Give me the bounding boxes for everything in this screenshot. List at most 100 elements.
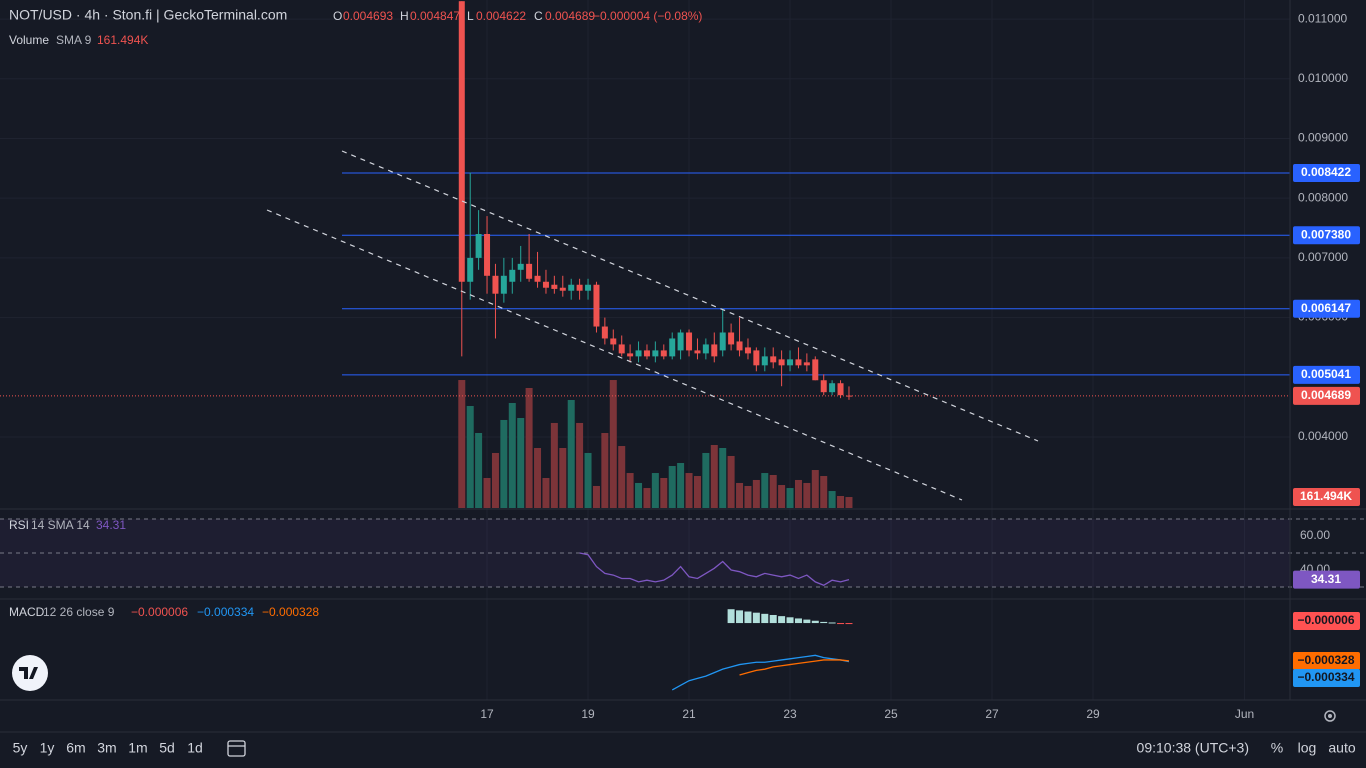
plot-layer: [0, 1, 1366, 691]
volume-bar: [651, 473, 659, 508]
level-label: 0.006147: [1301, 301, 1351, 315]
macd-signal-label: −0.000328: [1297, 653, 1354, 667]
date-range-icon[interactable]: [227, 740, 246, 757]
candle-body: [702, 344, 709, 354]
x-tick-label: Jun: [1235, 707, 1254, 721]
volume-bar: [761, 473, 769, 508]
volume-label-bg: [1293, 487, 1360, 506]
candle-body: [778, 359, 785, 366]
candle-body: [820, 380, 827, 393]
candle-body: [500, 275, 507, 294]
candle-body: [686, 332, 693, 351]
rsi-tick-label: 60.00: [1300, 528, 1330, 542]
macd-histogram-bar: [727, 609, 735, 624]
candle-body: [593, 284, 600, 327]
scale-button[interactable]: auto: [1328, 740, 1355, 756]
range-button[interactable]: 1d: [187, 740, 203, 756]
rsi-label: 34.31: [1311, 572, 1341, 586]
candle-body: [534, 275, 541, 282]
y-tick-label: 0.011000: [1298, 11, 1347, 25]
candle-body: [568, 284, 575, 291]
candle-body: [770, 356, 777, 363]
volume-bar: [517, 417, 525, 508]
candle-body: [643, 350, 650, 357]
ohlc-label: H: [400, 9, 409, 23]
macd-histogram-bar: [811, 620, 819, 624]
candle-body: [719, 332, 726, 351]
ohlc-change: −0.000004 (−0.08%): [593, 9, 702, 23]
y-tick-label: 0.009000: [1298, 131, 1348, 145]
x-tick-label: 25: [884, 707, 898, 721]
macd-histogram-bar: [769, 614, 777, 624]
range-button[interactable]: 5y: [13, 740, 28, 756]
range-button[interactable]: 3m: [97, 740, 116, 756]
macd-histogram-bar: [761, 613, 769, 624]
candle-body: [601, 326, 608, 339]
candle-body: [728, 332, 735, 345]
candle-body: [753, 350, 760, 366]
indicator-value: 161.494K: [97, 33, 148, 47]
volume-bar: [491, 452, 499, 508]
scale-button[interactable]: log: [1298, 740, 1317, 756]
range-button[interactable]: 6m: [66, 740, 85, 756]
x-tick-label: 17: [480, 707, 494, 721]
x-tick-label: 27: [985, 707, 999, 721]
volume-bar: [609, 380, 617, 508]
range-button[interactable]: 5d: [159, 740, 175, 756]
macd-histogram-bar: [837, 623, 845, 625]
volume-bar: [458, 380, 466, 508]
volume-bar: [668, 465, 676, 508]
indicator-params: SMA 9: [56, 33, 92, 47]
level-label: 0.005041: [1301, 367, 1351, 381]
bottom-toolbar: 5y 1y 6m 3m 1m 5d 1d 09:10:38 (UTC+3)% log auto: [13, 740, 1356, 756]
indicator-value: −0.000334: [197, 605, 254, 619]
candle-body: [845, 395, 852, 397]
candle-body: [559, 287, 566, 291]
macd-histogram-bar: [744, 611, 752, 624]
candle-body: [677, 332, 684, 351]
volume-bar: [483, 477, 491, 508]
indicator-value: −0.000328: [262, 605, 319, 619]
scale-button[interactable]: %: [1271, 740, 1283, 756]
candle-body: [618, 344, 625, 354]
volume-bar: [794, 479, 802, 508]
label-layer: NOT/USD · 4h · Ston.fi | GeckoTerminal.c…: [9, 7, 1360, 721]
volume-bar: [752, 479, 760, 508]
level-label-bg: [1293, 365, 1360, 384]
candle-body: [610, 338, 617, 345]
candle-body: [744, 347, 751, 354]
ohlc-value: 0.004693: [343, 9, 393, 23]
volume-bar: [576, 422, 584, 508]
candle-body: [736, 341, 743, 351]
volume-bar: [710, 444, 718, 508]
volume-bar: [693, 476, 701, 508]
macd-signal-label-bg: [1293, 652, 1360, 670]
indicator-params: 12 26 close 9: [43, 605, 115, 619]
volume-bar: [626, 473, 634, 508]
candle-body: [627, 353, 634, 357]
volume-bar: [475, 432, 483, 508]
candle-body: [635, 350, 642, 357]
volume-bar: [618, 446, 626, 508]
volume-bar: [525, 387, 533, 508]
macd-line: [671, 654, 850, 691]
range-button[interactable]: 1m: [128, 740, 147, 756]
range-button[interactable]: 1y: [40, 740, 55, 756]
candle-body: [542, 281, 549, 288]
candle-body: [484, 234, 491, 276]
rsi-label-bg: [1293, 570, 1360, 589]
macd-histogram-bar: [752, 612, 760, 624]
ohlc-label: L: [467, 9, 474, 23]
volume-bar: [584, 452, 592, 508]
y-tick-label: 0.004000: [1298, 429, 1348, 443]
settings-icon[interactable]: [1324, 710, 1336, 722]
candle-body: [467, 257, 474, 282]
x-tick-label: 19: [581, 707, 595, 721]
clock: 09:10:38 (UTC+3): [1137, 740, 1249, 756]
macd-histogram-bar: [794, 618, 802, 624]
last-price-label-bg: [1293, 386, 1360, 405]
volume-bar: [559, 447, 567, 508]
volume-bar: [820, 476, 828, 508]
signal-line: [739, 659, 850, 676]
x-tick-label: 29: [1086, 707, 1100, 721]
